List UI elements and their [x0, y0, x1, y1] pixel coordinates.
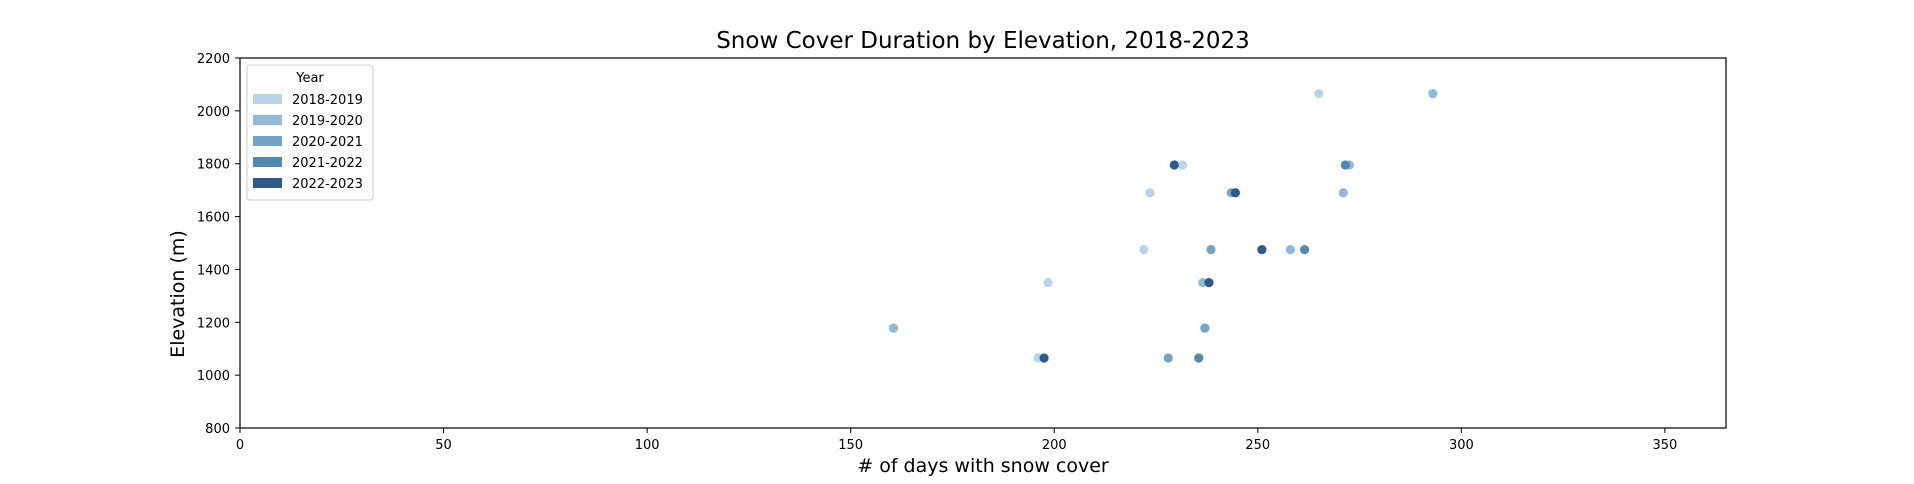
data-point	[1200, 323, 1210, 333]
data-point	[1145, 188, 1155, 198]
legend-label: 2022-2023	[292, 177, 363, 192]
data-point	[1163, 353, 1173, 363]
x-axis-label: # of days with snow cover	[857, 455, 1109, 477]
legend-label: 2020-2021	[292, 135, 363, 150]
data-point	[1043, 278, 1053, 288]
data-point	[1169, 160, 1179, 170]
data-point	[1230, 188, 1241, 198]
data-points	[888, 89, 1438, 363]
y-tick-label: 2000	[197, 105, 230, 120]
data-point	[1194, 353, 1204, 363]
legend-swatch	[253, 136, 282, 146]
legend: Year 2018-2019 2019-2020 2020-2021 2021-2022…	[246, 64, 374, 201]
data-point	[1177, 160, 1188, 170]
data-point	[1338, 188, 1348, 198]
x-tick-label: 100	[635, 438, 660, 453]
legend-swatch	[253, 94, 282, 104]
data-point	[1428, 89, 1438, 99]
legend-label: 2018-2019	[292, 93, 363, 108]
legend-swatch	[253, 178, 282, 188]
legend-swatch	[253, 115, 282, 125]
legend-title: Year	[295, 71, 324, 86]
data-point	[1039, 353, 1049, 363]
axes: 0 50 100 150 200 250 300 350 800 1000 1200 1400 1600…	[197, 52, 1727, 453]
data-point	[1204, 278, 1214, 288]
chart-title: Snow Cover Duration by Elevation, 2018-2…	[716, 28, 1250, 54]
data-point	[1139, 245, 1149, 255]
data-point	[888, 323, 899, 333]
y-axis-label: Elevation (m)	[167, 230, 189, 358]
data-point	[1300, 245, 1310, 255]
legend-label: 2019-2020	[292, 114, 363, 129]
y-tick-label: 800	[205, 422, 230, 437]
data-point	[1285, 245, 1295, 255]
y-tick-label: 1200	[197, 316, 230, 331]
x-tick-label: 300	[1449, 438, 1474, 453]
x-tick-label: 200	[1042, 438, 1067, 453]
x-tick-label: 150	[838, 438, 863, 453]
y-tick-label: 2200	[197, 52, 230, 67]
y-tick-label: 1000	[197, 369, 230, 384]
plot-frame	[239, 57, 1727, 429]
legend-label: 2021-2022	[292, 156, 363, 171]
x-tick-label: 350	[1653, 438, 1678, 453]
legend-swatch	[253, 157, 282, 167]
x-tick-label: 50	[435, 438, 452, 453]
x-tick-label: 0	[236, 438, 244, 453]
x-tick-label: 250	[1245, 438, 1270, 453]
y-tick-label: 1600	[197, 211, 230, 226]
y-tick-label: 1800	[197, 158, 230, 173]
data-point	[1257, 245, 1267, 255]
y-tick-label: 1400	[197, 263, 230, 278]
data-point	[1340, 160, 1350, 170]
data-point	[1314, 89, 1324, 99]
data-point	[1206, 245, 1216, 255]
